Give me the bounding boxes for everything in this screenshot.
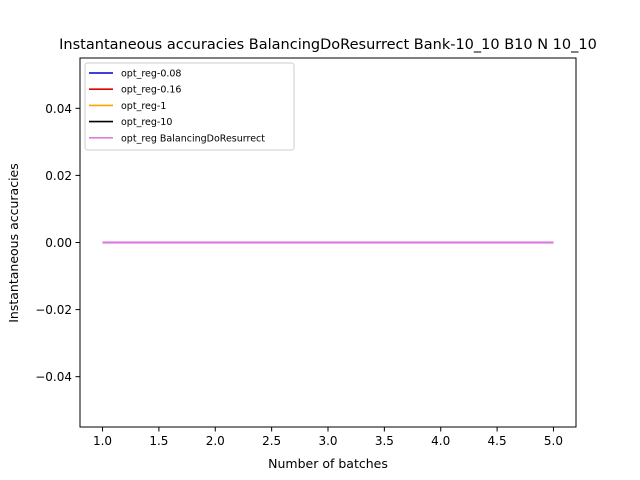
legend-entry-label: opt_reg-1 — [121, 101, 166, 112]
chart-title: Instantaneous accuracies BalancingDoResu… — [59, 37, 597, 53]
y-tick-label: 0.00 — [45, 236, 72, 250]
x-tick-label: 3.0 — [318, 434, 337, 448]
x-tick-label: 2.0 — [206, 434, 225, 448]
legend-entry-label: opt_reg BalancingDoResurrect — [121, 133, 265, 144]
y-tick-label: 0.04 — [45, 102, 72, 116]
y-tick-label: 0.02 — [45, 169, 72, 183]
y-tick-label: −0.02 — [35, 303, 72, 317]
legend: opt_reg-0.08 opt_reg-0.16 opt_reg-1 opt_reg… — [84, 62, 295, 151]
x-axis-label: Number of batches — [268, 456, 388, 471]
legend-entry-label: opt_reg-0.16 — [121, 85, 181, 96]
y-axis-ticks: −0.04 −0.02 0.00 0.02 0.04 — [35, 102, 80, 384]
x-tick-label: 4.0 — [431, 434, 450, 448]
x-tick-label: 4.5 — [488, 434, 507, 448]
legend-entry-label: opt_reg-10 — [121, 117, 172, 128]
y-axis-label: Instantaneous accuracies — [6, 163, 21, 323]
x-tick-label: 2.5 — [262, 434, 281, 448]
x-axis-ticks: 1.0 1.5 2.0 2.5 3.0 3.5 4.0 4.5 5.0 — [93, 427, 563, 448]
y-tick-label: −0.04 — [35, 370, 72, 384]
x-tick-label: 5.0 — [544, 434, 563, 448]
legend-box — [84, 62, 295, 151]
legend-entry-label: opt_reg-0.08 — [121, 69, 181, 80]
x-tick-label: 3.5 — [375, 434, 394, 448]
x-tick-label: 1.0 — [93, 434, 112, 448]
x-tick-label: 1.5 — [149, 434, 168, 448]
